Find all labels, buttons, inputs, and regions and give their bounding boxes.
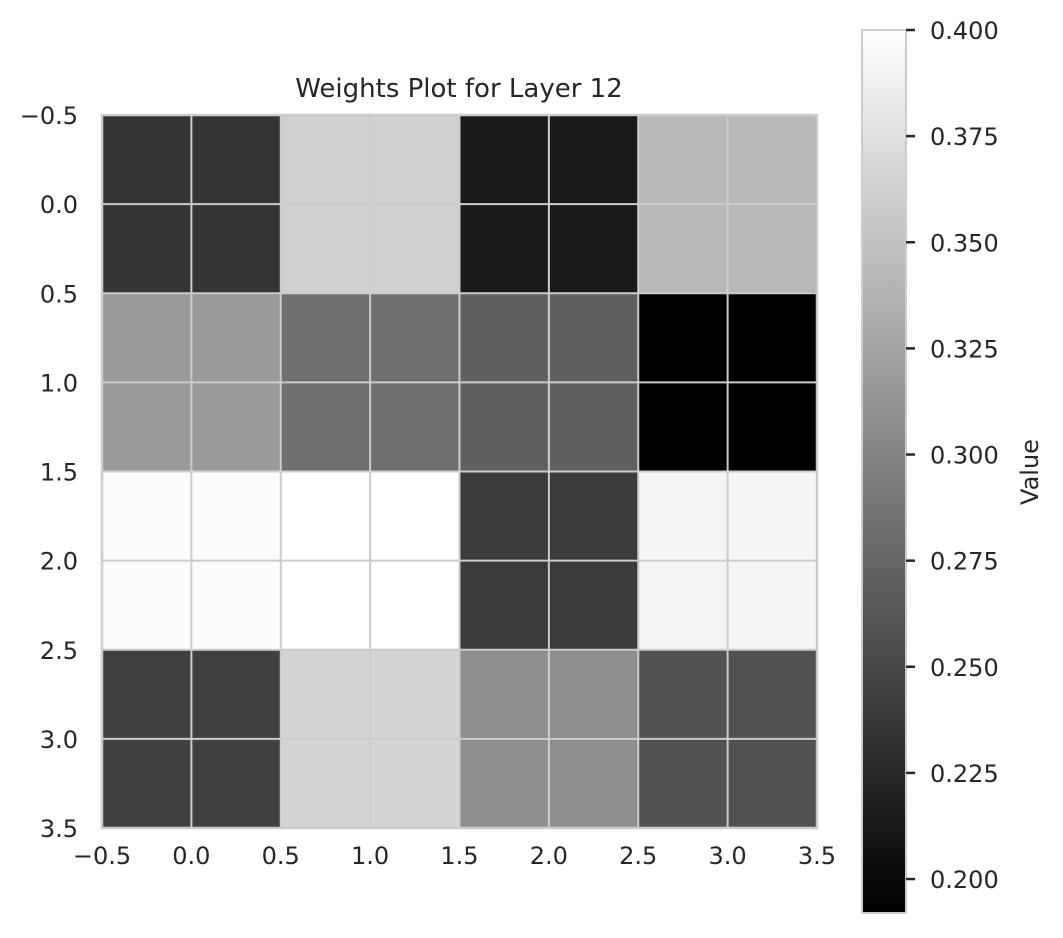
colorbar-tick-label: 0.200 bbox=[930, 866, 999, 894]
x-tick-label: 3.5 bbox=[798, 842, 836, 870]
colorbar bbox=[861, 29, 907, 914]
x-tick-label: 1.5 bbox=[440, 842, 478, 870]
x-tick-label: −0.5 bbox=[73, 842, 131, 870]
colorbar-tick-label: 0.300 bbox=[930, 442, 999, 470]
y-tick-label: 0.0 bbox=[40, 191, 78, 219]
y-tick-label: 0.5 bbox=[40, 280, 78, 308]
y-tick-label: −0.5 bbox=[20, 102, 78, 130]
x-axis-ticks: −0.5 0.0 0.5 1.0 1.5 2.0 2.5 3.0 3.5 bbox=[73, 842, 836, 870]
x-tick-label: 3.0 bbox=[709, 842, 747, 870]
colorbar-label: Value bbox=[1016, 439, 1044, 505]
x-tick-label: 0.0 bbox=[172, 842, 210, 870]
y-tick-label: 2.5 bbox=[40, 637, 78, 665]
colorbar-tick-label: 0.375 bbox=[930, 123, 999, 151]
y-tick-label: 3.0 bbox=[40, 726, 78, 754]
y-tick-label: 1.0 bbox=[40, 369, 78, 397]
colorbar-tick-label: 0.225 bbox=[930, 760, 999, 788]
colorbar-tick-label: 0.275 bbox=[930, 548, 999, 576]
x-tick-label: 0.5 bbox=[262, 842, 300, 870]
colorbar-tick-label: 0.250 bbox=[930, 654, 999, 682]
colorbar-ticks: 0.200 0.225 0.250 0.275 0.300 0.325 0.350 0.375… bbox=[906, 17, 999, 894]
colorbar-tick-label: 0.350 bbox=[930, 229, 999, 257]
x-tick-label: 1.0 bbox=[351, 842, 389, 870]
y-tick-label: 3.5 bbox=[40, 815, 78, 843]
y-axis-ticks: −0.5 0.0 0.5 1.0 1.5 2.0 2.5 3.0 3.5 bbox=[20, 102, 78, 843]
y-tick-label: 1.5 bbox=[40, 459, 78, 487]
x-tick-label: 2.0 bbox=[530, 842, 568, 870]
x-tick-label: 2.5 bbox=[619, 842, 657, 870]
chart-title: Weights Plot for Layer 12 bbox=[295, 74, 623, 104]
colorbar-tick-label: 0.325 bbox=[930, 335, 999, 363]
plot-frame bbox=[100, 113, 819, 830]
colorbar-tick-label: 0.400 bbox=[930, 17, 999, 45]
y-tick-label: 2.0 bbox=[40, 548, 78, 576]
